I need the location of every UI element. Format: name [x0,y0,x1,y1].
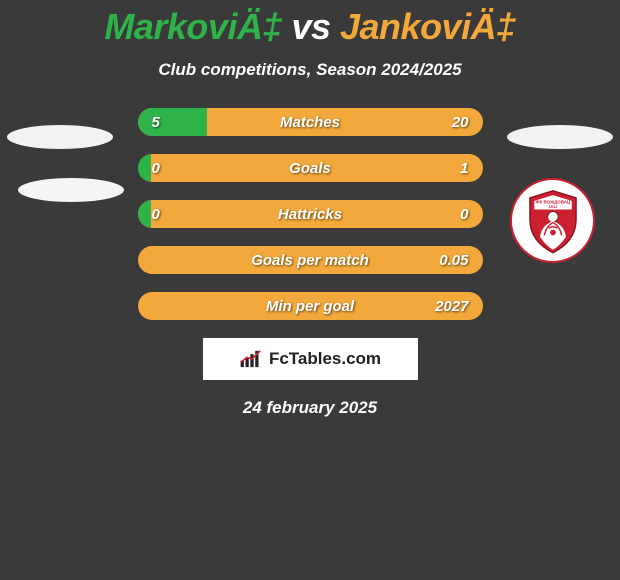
stat-row: 0Goals1 [138,154,483,182]
club-crest-icon: ФК ВОЖДОВАЦ 1912 [517,185,589,257]
stat-row: Min per goal2027 [138,292,483,320]
player2-name: JankoviÄ‡ [340,6,516,47]
stat-right-value: 20 [452,114,469,131]
bar-chart-icon [239,349,265,369]
stat-right-value: 0 [460,206,468,223]
stat-label: Goals [138,160,483,177]
watermark: FcTables.com [203,338,418,380]
stat-right-value: 2027 [435,298,468,315]
stat-label: Matches [138,114,483,131]
stat-row: 0Hattricks0 [138,200,483,228]
page-title: MarkoviÄ‡ vs JankoviÄ‡ [0,0,620,48]
player2-badge-placeholder [507,125,613,149]
svg-text:1912: 1912 [548,204,558,209]
subtitle: Club competitions, Season 2024/2025 [0,60,620,80]
stat-label: Min per goal [138,298,483,315]
stat-right-value: 0.05 [439,252,468,269]
date: 24 february 2025 [0,398,620,418]
player1-name: MarkoviÄ‡ [104,6,282,47]
club-badge: ФК ВОЖДОВАЦ 1912 [510,178,595,263]
stat-row: Goals per match0.05 [138,246,483,274]
player1-badge-placeholder-2 [18,178,124,202]
watermark-text: FcTables.com [269,349,381,369]
stat-label: Goals per match [138,252,483,269]
stat-row: 5Matches20 [138,108,483,136]
vs-text: vs [282,6,340,47]
stat-label: Hattricks [138,206,483,223]
stats-panel: 5Matches200Goals10Hattricks0Goals per ma… [138,108,483,320]
comparison-card: MarkoviÄ‡ vs JankoviÄ‡ Club competitions… [0,0,620,580]
stat-right-value: 1 [460,160,468,177]
player1-badge-placeholder-1 [7,125,113,149]
